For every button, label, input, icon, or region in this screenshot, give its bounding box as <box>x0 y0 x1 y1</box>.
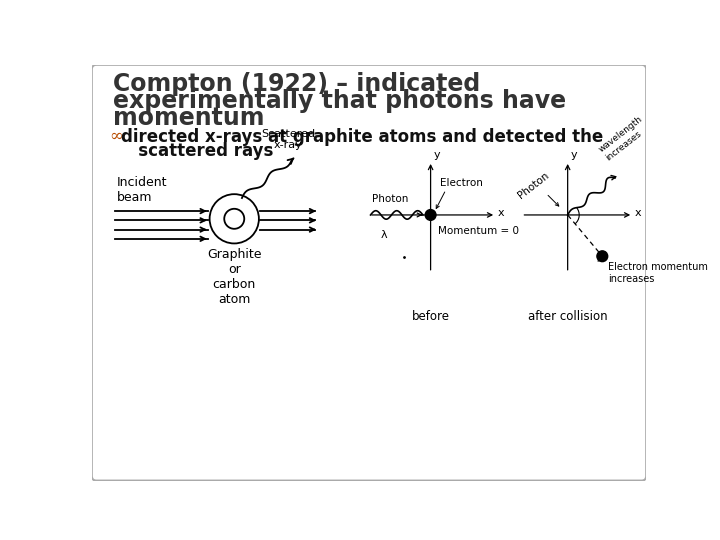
Circle shape <box>426 210 436 220</box>
Text: after collision: after collision <box>528 309 608 323</box>
Text: y: y <box>571 150 577 159</box>
Text: experimentally that photons have: experimentally that photons have <box>113 90 567 113</box>
Text: λ: λ <box>381 231 387 240</box>
Text: Incident
beam: Incident beam <box>117 177 167 205</box>
Circle shape <box>597 251 608 261</box>
Text: x: x <box>634 208 642 218</box>
Text: Electron: Electron <box>440 178 482 188</box>
Text: momentum: momentum <box>113 106 265 130</box>
Text: Photon: Photon <box>516 171 550 201</box>
Text: wavelength
increases: wavelength increases <box>597 114 651 163</box>
Text: before: before <box>412 309 449 323</box>
Text: Scattered
x-ray: Scattered x-ray <box>261 129 315 150</box>
Text: directed x-rays at graphite atoms and detected the: directed x-rays at graphite atoms and de… <box>121 128 603 146</box>
Text: Photon: Photon <box>372 194 408 204</box>
Text: ∞: ∞ <box>109 128 122 145</box>
Text: scattered rays: scattered rays <box>121 142 274 160</box>
FancyBboxPatch shape <box>92 65 647 481</box>
Text: Momentum = 0: Momentum = 0 <box>438 226 519 237</box>
Text: Electron momentum
increases: Electron momentum increases <box>608 262 708 284</box>
Text: y: y <box>433 150 441 159</box>
Text: Graphite
or
carbon
atom: Graphite or carbon atom <box>207 248 261 306</box>
Text: Compton (1922) – indicated: Compton (1922) – indicated <box>113 72 481 97</box>
Text: x: x <box>498 208 504 218</box>
